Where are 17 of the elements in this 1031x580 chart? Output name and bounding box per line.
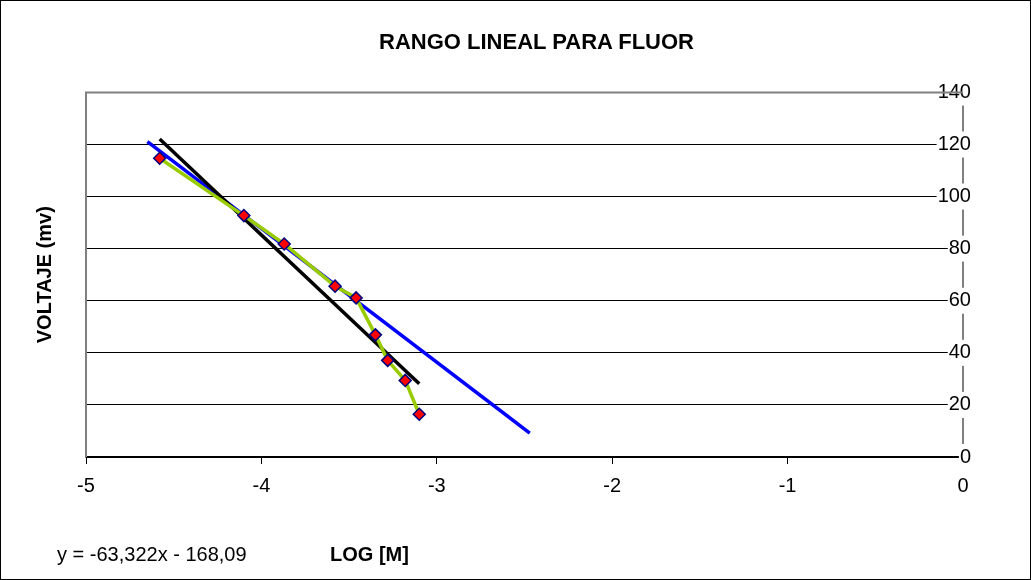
x-tick-label: -2	[603, 473, 622, 496]
y-tick-label: 140	[937, 79, 971, 102]
y-axis-title: VOLTAJE (mv)	[32, 206, 55, 344]
chart-title: RANGO LINEAL PARA FLUOR	[379, 29, 695, 55]
y-tick-label: 80	[948, 236, 971, 259]
x-tick-label: -1	[778, 473, 797, 496]
y-tick-label: 100	[937, 184, 971, 207]
y-tick-label: 20	[948, 392, 971, 415]
y-tick-label: 0	[959, 444, 971, 467]
x-tick-label: -4	[252, 473, 271, 496]
y-tick-label: 60	[948, 288, 971, 311]
y-tick-label: 120	[937, 132, 971, 154]
x-axis-title: LOG [M]	[330, 542, 409, 565]
text: y = -63,322x - 168,09	[57, 542, 247, 565]
y-tick-label: 40	[948, 340, 971, 363]
x-tick-label: -5	[77, 473, 95, 496]
x-tick-label: -3	[427, 473, 446, 496]
